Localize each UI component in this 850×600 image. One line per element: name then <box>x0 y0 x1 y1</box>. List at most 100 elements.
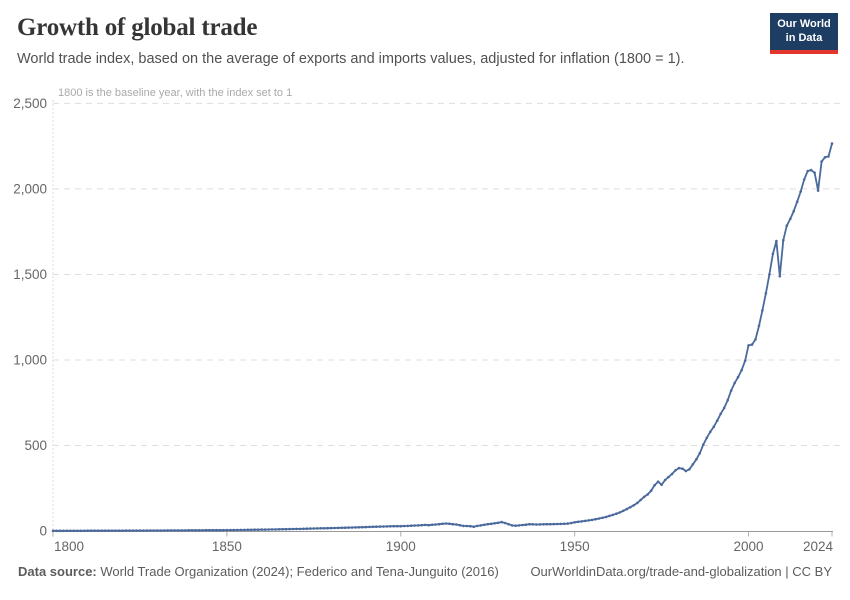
data-point-marker <box>163 529 166 532</box>
data-point-marker <box>583 519 587 523</box>
data-point-marker <box>427 523 430 527</box>
data-point-marker <box>413 524 417 527</box>
data-point-marker <box>802 178 806 181</box>
data-point-marker <box>750 343 754 346</box>
data-point-marker <box>479 524 483 527</box>
data-point-marker <box>625 507 629 511</box>
data-point-marker <box>813 171 816 174</box>
data-point-marker <box>792 209 795 213</box>
data-point-marker <box>830 142 834 145</box>
data-point-marker <box>197 529 201 532</box>
data-point-marker <box>486 522 490 526</box>
data-point-marker <box>455 523 458 526</box>
data-point-marker <box>110 529 114 532</box>
data-point-marker <box>618 511 622 514</box>
data-point-marker <box>305 527 309 530</box>
data-point-marker <box>434 523 437 526</box>
data-point-marker <box>253 528 256 531</box>
data-point-marker <box>201 529 204 532</box>
data-point-marker <box>601 516 604 520</box>
data-point-marker <box>100 529 103 532</box>
data-point-marker <box>399 524 403 528</box>
data-point-marker <box>615 512 618 515</box>
data-point-marker <box>747 344 750 347</box>
data-point-marker <box>309 527 312 530</box>
data-point-marker <box>90 529 93 532</box>
data-point-marker <box>180 529 183 532</box>
y-tick-label: 1,000 <box>13 352 47 367</box>
data-point-marker <box>489 522 493 526</box>
data-point-marker <box>343 526 347 529</box>
data-point-marker <box>55 529 58 533</box>
data-point-marker <box>173 529 176 532</box>
data-point-marker <box>715 419 719 423</box>
data-point-marker <box>524 523 528 526</box>
data-point-marker <box>556 522 559 526</box>
data-point-marker <box>145 529 149 532</box>
data-point-marker <box>239 528 243 532</box>
data-point-marker <box>562 522 566 526</box>
data-point-marker <box>670 472 674 476</box>
data-point-marker <box>806 169 809 173</box>
data-point-marker <box>222 528 225 532</box>
data-point-marker <box>799 190 802 193</box>
data-point-marker <box>281 527 284 531</box>
data-point-marker <box>215 528 218 532</box>
data-point-marker <box>357 526 361 529</box>
data-point-marker <box>642 495 646 499</box>
data-point-marker <box>149 529 152 532</box>
data-point-marker <box>225 528 229 532</box>
data-point-marker <box>611 513 615 517</box>
x-tick-label: 1950 <box>560 539 590 554</box>
data-point-marker <box>274 528 277 531</box>
data-point-marker <box>653 483 656 487</box>
data-point-marker <box>444 522 448 525</box>
data-point-marker <box>754 338 757 341</box>
data-point-marker <box>722 406 726 410</box>
data-point-marker <box>535 523 538 526</box>
data-point-marker <box>326 526 330 530</box>
data-point-marker <box>681 467 684 471</box>
data-point-marker <box>639 498 642 502</box>
data-point-marker <box>476 524 479 528</box>
data-point-marker <box>375 525 378 528</box>
trade-index-line[interactable] <box>53 143 833 532</box>
data-point-marker <box>333 526 337 530</box>
data-point-marker <box>674 469 677 472</box>
page-title: Growth of global trade <box>17 14 258 41</box>
data-point-marker <box>503 521 507 525</box>
data-point-marker <box>441 522 444 526</box>
data-point-marker <box>406 524 410 528</box>
data-point-marker <box>559 522 562 526</box>
data-point-marker <box>809 168 813 172</box>
data-point-marker <box>702 443 705 446</box>
data-point-marker <box>451 522 455 526</box>
chart-footer: Data source: World Trade Organization (2… <box>18 564 832 579</box>
x-tick-label: 2000 <box>734 539 764 554</box>
data-point-marker <box>677 466 681 470</box>
data-point-marker <box>194 529 197 532</box>
data-point-marker <box>232 528 236 532</box>
x-tick-label: 1800 <box>54 539 84 554</box>
data-point-marker <box>816 189 820 192</box>
data-point-marker <box>58 529 62 533</box>
data-point-marker <box>521 523 524 527</box>
data-point-marker <box>218 528 222 532</box>
data-point-marker <box>705 436 709 440</box>
baseline-annotation: 1800 is the baseline year, with the inde… <box>58 87 293 99</box>
data-point-marker <box>423 523 427 527</box>
data-point-marker <box>260 528 264 531</box>
data-point-marker <box>698 451 702 455</box>
data-point-marker <box>246 528 250 532</box>
data-point-marker <box>340 526 343 530</box>
data-source: Data source: World Trade Organization (2… <box>18 564 499 579</box>
data-point-marker <box>667 475 670 479</box>
owid-logo-line2: in Data <box>785 31 823 44</box>
data-point-marker <box>354 526 357 529</box>
data-point-marker <box>740 368 743 372</box>
data-point-marker <box>736 375 740 379</box>
data-point-marker <box>378 525 382 528</box>
data-point-marker <box>538 523 542 526</box>
data-point-marker <box>587 519 590 522</box>
